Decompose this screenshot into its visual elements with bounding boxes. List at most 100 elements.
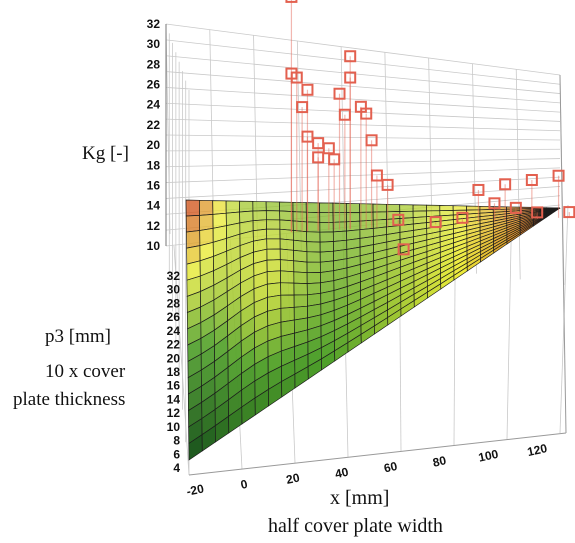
- z-tick-label: 10: [147, 239, 161, 253]
- z-tick-label: 14: [147, 199, 161, 213]
- scatter-point: [381, 178, 394, 191]
- y-tick-label: 14: [167, 392, 181, 406]
- y-axis-label: p3 [mm]: [45, 326, 111, 347]
- scatter-point: [472, 183, 485, 196]
- surface-cell: [319, 221, 334, 233]
- surface-cell: [452, 205, 467, 211]
- x-axis-label: x [mm]: [330, 487, 389, 509]
- surface-cell: [412, 204, 427, 212]
- surface-cell: [345, 203, 361, 213]
- surface-cell: [426, 204, 441, 212]
- surface-cell: [372, 203, 387, 213]
- surface-cell: [319, 250, 334, 263]
- surface-cell: [239, 200, 254, 213]
- scatter-point: [301, 130, 314, 143]
- surface-cell: [199, 199, 214, 216]
- x-tick-label: 120: [526, 441, 549, 459]
- surface-cell: [280, 282, 295, 296]
- x-tick-label: 80: [431, 453, 447, 470]
- surface-cell: [252, 210, 267, 222]
- surface-cell: [266, 270, 281, 285]
- y-tick-label: 12: [167, 406, 181, 420]
- y-axis-sublabel-line1: 10 x cover: [45, 361, 126, 382]
- surface-cell: [386, 203, 401, 213]
- y-tick-label: 28: [167, 296, 181, 310]
- surface-cell: [292, 201, 307, 213]
- z-tick-label: 26: [147, 78, 161, 92]
- z-tick-label: 18: [147, 158, 161, 172]
- scatter-point: [429, 216, 442, 229]
- surface-cell: [332, 230, 348, 242]
- scatter-point: [552, 169, 565, 182]
- surface-cell: [225, 200, 240, 214]
- x-axis-ticks: -20 0 20 40 60 80 100 120: [185, 441, 548, 499]
- surface-cell: [319, 202, 334, 214]
- z-axis-label: Kg [-]: [82, 143, 129, 164]
- surface-cell: [266, 282, 282, 298]
- surface-cell: [212, 200, 227, 215]
- surface-cell: [185, 215, 201, 233]
- y-tick-label: 10: [167, 420, 181, 434]
- surface-cell: [252, 201, 267, 212]
- x-tick-label: 40: [334, 465, 350, 482]
- surface-cell: [292, 220, 307, 233]
- scatter-point: [456, 211, 469, 224]
- surface-cell: [265, 210, 281, 221]
- surface-cell: [293, 249, 308, 263]
- y-tick-label: 8: [173, 434, 180, 448]
- x-axis-sublabel: half cover plate width: [268, 515, 443, 537]
- surface-cell: [306, 261, 321, 274]
- x-tick-label: 100: [477, 447, 500, 465]
- surface-mesh: [185, 199, 561, 461]
- scatter-point: [296, 101, 309, 114]
- surface-cell: [292, 211, 307, 223]
- surface-cell: [280, 306, 295, 323]
- surface-cell: [266, 219, 281, 230]
- z-axis-ticks: 10 12 14 16 18 20 22 24 26 28 30 32: [147, 17, 161, 253]
- surface-cell: [293, 239, 308, 253]
- scatter-point: [338, 108, 351, 121]
- scatter-point: [301, 83, 314, 96]
- scatter-point: [397, 243, 410, 256]
- y-axis-sublabel-line2: plate thickness: [13, 389, 125, 410]
- scatter-point: [344, 50, 357, 63]
- surface-cell: [279, 248, 295, 262]
- scatter-point: [365, 134, 378, 147]
- surface-cell: [306, 272, 321, 284]
- scatter-point: [322, 142, 335, 155]
- surface-cell: [293, 260, 308, 274]
- x-tick-label: 0: [239, 477, 249, 492]
- y-tick-label: 18: [167, 365, 181, 379]
- scatter-series: [285, 0, 575, 256]
- surface-cell: [546, 207, 561, 218]
- scatter-point: [531, 206, 544, 219]
- z-tick-label: 16: [147, 178, 161, 192]
- scatter-point: [509, 201, 522, 214]
- z-tick-label: 32: [147, 17, 161, 31]
- y-tick-label: 4: [173, 461, 180, 475]
- surface-cell: [266, 238, 281, 250]
- z-tick-label: 20: [147, 138, 161, 152]
- y-tick-label: 24: [167, 324, 181, 338]
- surface-cell: [279, 238, 294, 251]
- surface-cell: [265, 201, 280, 212]
- scatter-point: [563, 206, 575, 219]
- surface-cell: [439, 205, 454, 212]
- surface-cell: [280, 294, 295, 309]
- scatter-point: [488, 197, 501, 210]
- surface-cell: [266, 228, 281, 240]
- scatter-point: [525, 174, 538, 187]
- y-tick-label: 20: [167, 351, 181, 365]
- surface-cell: [319, 241, 334, 253]
- x-tick-label: 60: [383, 459, 399, 476]
- z-tick-label: 30: [147, 37, 161, 51]
- scatter-point: [290, 71, 303, 84]
- surface-cell: [306, 282, 322, 296]
- scatter-point: [285, 0, 298, 3]
- surface-cell: [319, 231, 334, 243]
- surface-cell: [346, 220, 361, 232]
- scatter-point: [499, 178, 512, 191]
- surface-cell: [280, 270, 295, 284]
- surface-cell: [346, 212, 361, 223]
